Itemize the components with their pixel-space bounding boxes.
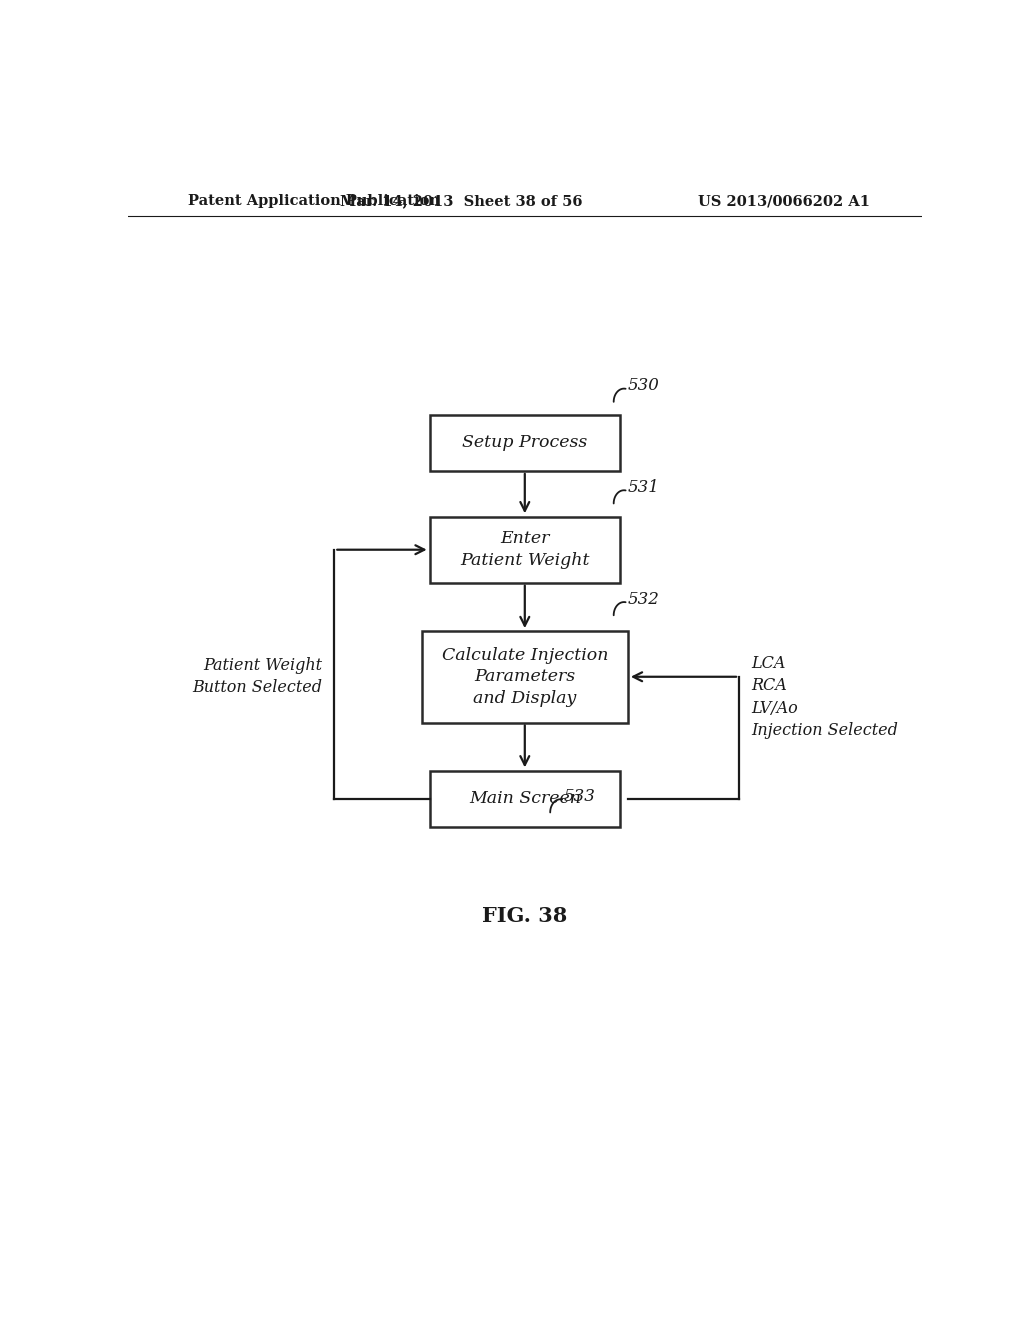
Text: 531: 531 [627, 479, 659, 496]
Text: FIG. 38: FIG. 38 [482, 906, 567, 925]
Text: 533: 533 [563, 788, 596, 805]
Bar [430, 414, 621, 471]
Text: LCA
RCA
LV/Ao
Injection Selected: LCA RCA LV/Ao Injection Selected [751, 655, 898, 739]
Bar [430, 516, 621, 582]
Text: Main Screen: Main Screen [469, 791, 581, 808]
Bar [422, 631, 628, 722]
Text: Mar. 14, 2013  Sheet 38 of 56: Mar. 14, 2013 Sheet 38 of 56 [340, 194, 583, 209]
Text: 532: 532 [627, 591, 659, 607]
Text: Patent Application Publication: Patent Application Publication [187, 194, 439, 209]
Text: 530: 530 [627, 378, 659, 395]
Text: US 2013/0066202 A1: US 2013/0066202 A1 [698, 194, 870, 209]
Text: Setup Process: Setup Process [462, 434, 588, 451]
Text: Calculate Injection
Parameters
and Display: Calculate Injection Parameters and Displ… [441, 647, 608, 706]
Bar [430, 771, 621, 826]
Text: Enter
Patient Weight: Enter Patient Weight [460, 531, 590, 569]
Text: Patient Weight
Button Selected: Patient Weight Button Selected [193, 657, 323, 697]
